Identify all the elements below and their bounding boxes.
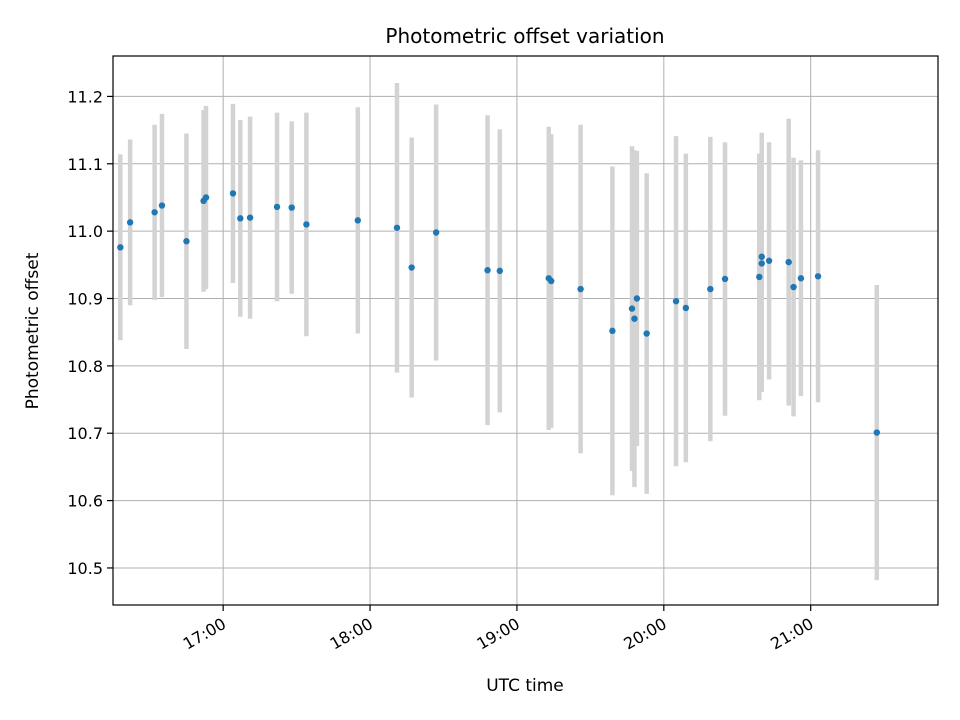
y-tick-label: 10.7 bbox=[67, 424, 103, 443]
data-point bbox=[643, 330, 650, 337]
y-axis-ticks: 10.5 10.6 10.7 10.8 10.9 11.0 11.1 11.2 bbox=[67, 87, 113, 578]
data-point bbox=[117, 244, 124, 251]
data-point bbox=[758, 253, 765, 260]
data-point bbox=[577, 285, 584, 293]
data-point bbox=[682, 304, 690, 312]
data-point bbox=[628, 305, 636, 312]
data-point bbox=[672, 297, 680, 305]
data-point bbox=[609, 327, 616, 335]
data-point bbox=[237, 215, 244, 222]
data-point bbox=[354, 217, 362, 224]
data-point bbox=[273, 203, 281, 211]
data-point bbox=[408, 264, 415, 271]
data-point bbox=[126, 219, 134, 226]
data-point bbox=[765, 257, 773, 264]
x-axis-title: UTC time bbox=[486, 676, 564, 696]
data-point bbox=[303, 221, 310, 228]
data-point bbox=[758, 260, 765, 267]
data-points bbox=[117, 190, 880, 436]
chart-title: Photometric offset variation bbox=[385, 24, 664, 48]
data-point bbox=[797, 275, 805, 282]
data-point bbox=[202, 194, 210, 201]
data-point bbox=[183, 238, 190, 245]
data-point bbox=[707, 285, 714, 293]
y-tick-label: 10.5 bbox=[67, 559, 103, 578]
y-tick-label: 11.0 bbox=[67, 222, 103, 241]
data-point bbox=[229, 190, 237, 197]
plot-frame bbox=[112, 55, 939, 606]
data-point bbox=[721, 275, 729, 283]
data-point bbox=[393, 224, 401, 231]
data-point bbox=[158, 202, 166, 209]
data-point bbox=[484, 267, 491, 274]
y-tick-label: 11.1 bbox=[67, 155, 103, 174]
y-tick-label: 10.9 bbox=[67, 290, 103, 309]
y-axis-title: Photometric offset bbox=[23, 252, 43, 409]
data-point bbox=[785, 258, 792, 266]
data-point bbox=[633, 295, 641, 302]
data-point bbox=[756, 273, 763, 281]
data-point bbox=[246, 214, 254, 221]
y-tick-label: 10.6 bbox=[67, 492, 103, 511]
data-point bbox=[496, 267, 503, 275]
data-point bbox=[814, 273, 822, 280]
data-point bbox=[790, 283, 797, 291]
y-tick-label: 11.2 bbox=[67, 87, 103, 106]
data-point bbox=[432, 229, 440, 236]
data-point bbox=[873, 429, 880, 436]
data-point bbox=[631, 315, 638, 322]
data-point bbox=[288, 204, 295, 211]
y-tick-label: 10.8 bbox=[67, 357, 103, 376]
data-point bbox=[151, 209, 158, 216]
data-point bbox=[548, 277, 555, 285]
